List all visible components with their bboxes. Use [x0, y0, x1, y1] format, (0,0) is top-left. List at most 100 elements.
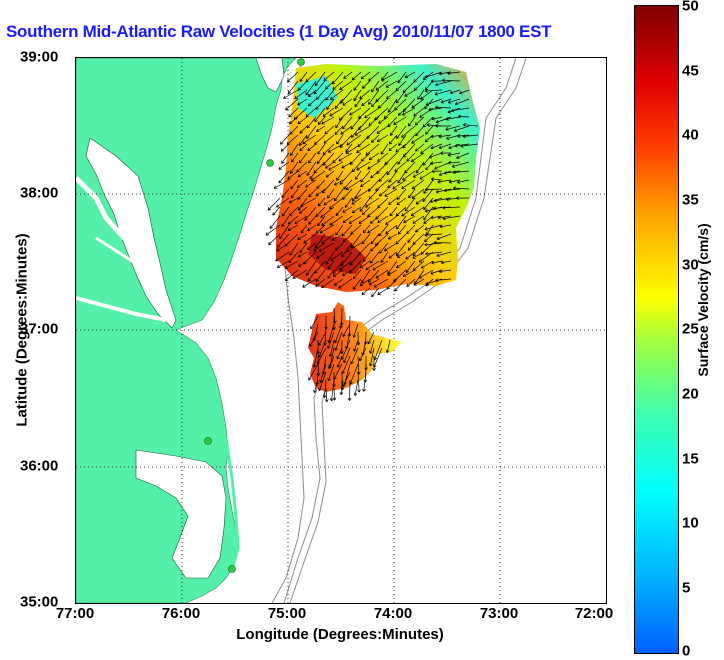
velocity-arrow: [296, 179, 308, 188]
velocity-arrow: [288, 107, 299, 118]
velocity-arrow: [412, 170, 425, 178]
velocity-arrow: [313, 242, 326, 252]
velocity-arrow: [305, 107, 317, 118]
velocity-arrow: [305, 179, 317, 188]
velocity-arrow: [298, 134, 308, 146]
velocity-arrow: [354, 125, 371, 136]
velocity-arrow: [323, 134, 335, 144]
velocity-arrow: [328, 355, 335, 370]
velocity-arrow: [431, 116, 443, 121]
velocity-arrow: [297, 116, 308, 125]
velocity-arrow: [310, 170, 326, 182]
velocity-arrow: [405, 251, 416, 260]
velocity-arrow: [371, 80, 380, 93]
velocity-arrow: [342, 215, 353, 224]
velocity-arrow: [321, 233, 335, 244]
velocity-arrow: [413, 107, 425, 117]
velocity-arrow: [362, 251, 371, 262]
velocity-arrow: [342, 371, 351, 387]
velocity-arrow: [357, 371, 361, 393]
velocity-arrow: [314, 233, 326, 249]
velocity-arrow: [405, 260, 416, 273]
isobath-line: [289, 58, 527, 603]
velocity-arrow: [281, 215, 290, 227]
velocity-arrow: [335, 116, 344, 129]
velocity-arrow: [370, 134, 380, 143]
velocity-arrow: [440, 260, 452, 265]
velocity-arrow: [388, 197, 398, 205]
velocity-arrow: [361, 233, 371, 245]
velocity-arrow: [329, 107, 344, 117]
colorbar-tick: 35: [682, 191, 699, 209]
velocity-arrow: [428, 107, 443, 112]
velocity-arrow: [309, 331, 319, 347]
map-plot-area[interactable]: [75, 57, 607, 604]
velocity-arrow: [352, 188, 362, 202]
velocity-arrow: [346, 134, 362, 146]
velocity-arrow: [359, 260, 371, 269]
velocity-arrow: [338, 152, 353, 162]
velocity-arrow: [433, 197, 452, 203]
velocity-arrow: [297, 170, 308, 178]
velocity-arrow: [278, 170, 290, 184]
velocity-arrow: [288, 116, 299, 125]
velocity-arrow: [333, 278, 344, 286]
colorbar-tick: 15: [682, 450, 699, 468]
velocity-vectors: [265, 71, 479, 403]
james-river: [76, 296, 167, 322]
velocity-arrow: [420, 143, 434, 154]
velocity-arrow: [354, 98, 362, 108]
velocity-arrow: [297, 80, 308, 91]
velocity-arrow: [369, 339, 375, 354]
velocity-arrow: [283, 89, 299, 99]
colorbar-tick: 5: [682, 579, 691, 597]
velocity-arrow: [387, 233, 398, 240]
velocity-arrow: [351, 71, 362, 81]
velocity-arrow: [456, 152, 470, 159]
velocity-arrow: [289, 206, 299, 217]
velocity-arrow: [442, 215, 461, 221]
velocity-arrow: [398, 134, 407, 146]
velocity-arrow: [327, 188, 335, 199]
velocity-arrow: [368, 152, 380, 161]
velocity-arrow: [336, 355, 343, 368]
velocity-arrow: [327, 260, 335, 270]
velocity-arrow: [435, 105, 452, 110]
velocity-arrow: [300, 197, 317, 208]
velocity-arrow: [334, 331, 343, 351]
velocity-arrow: [320, 206, 335, 218]
velocity-arrow: [275, 251, 290, 262]
velocity-arrow: [362, 371, 367, 392]
velocity-arrow: [276, 197, 290, 208]
velocity-arrow: [439, 224, 452, 229]
velocity-arrow: [375, 269, 389, 279]
velocity-arrow: [424, 71, 443, 79]
velocity-arrow: [368, 116, 380, 126]
velocity-arrow: [372, 355, 376, 371]
pamlico-sound: [135, 449, 227, 579]
velocity-arrow: [401, 125, 416, 138]
velocity-arrow: [438, 143, 452, 150]
velocity-field-south: [308, 302, 402, 392]
velocity-arrow: [269, 215, 281, 229]
velocity-arrow: [299, 242, 308, 253]
velocity-arrow: [404, 197, 416, 212]
colorbar-tick: 10: [682, 514, 699, 532]
velocity-arrow: [328, 161, 344, 171]
velocity-arrow: [298, 206, 308, 214]
velocity-arrow: [396, 215, 407, 230]
x-axis-label: Longitude (Degrees:Minutes): [236, 626, 444, 643]
velocity-arrow: [411, 98, 425, 109]
velocity-arrow: [402, 170, 416, 181]
velocity-arrow: [388, 134, 398, 145]
velocity-arrow: [289, 242, 299, 256]
velocity-arrow: [281, 188, 290, 198]
velocity-arrow: [425, 98, 443, 106]
velocity-arrow: [453, 125, 470, 132]
colorbar-tick: 30: [682, 256, 699, 274]
velocity-arrow: [298, 152, 308, 164]
velocity-arrow: [316, 251, 326, 259]
velocity-arrow: [304, 206, 317, 221]
velocity-arrow: [343, 179, 353, 190]
velocity-arrow: [377, 215, 389, 224]
